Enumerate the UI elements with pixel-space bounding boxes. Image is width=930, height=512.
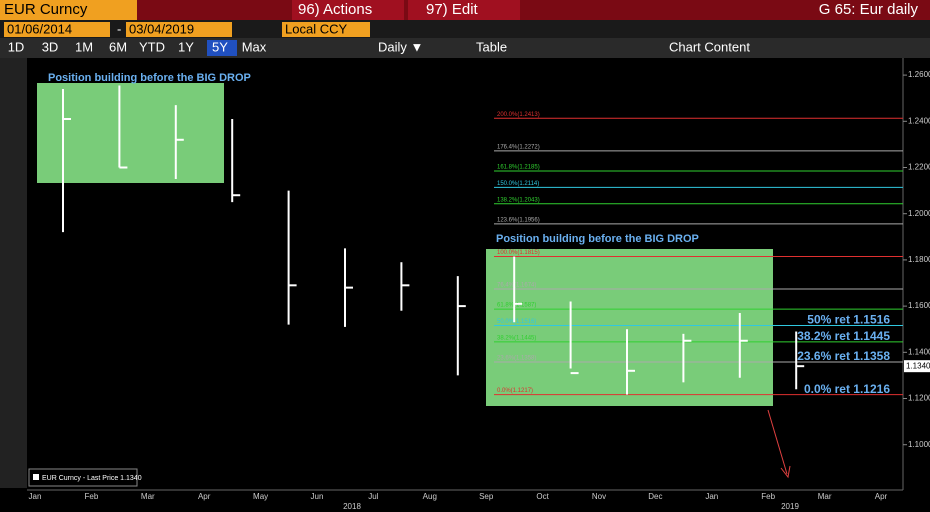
ticker-box[interactable]	[0, 0, 137, 20]
legend-swatch	[33, 474, 39, 480]
last-price-box	[904, 360, 930, 373]
y-tick-label: 1.2400	[908, 116, 930, 125]
table[interactable]: Table	[476, 39, 507, 54]
x-tick-label: Sep	[479, 492, 494, 501]
annotation: Position building before the BIG DROP	[496, 233, 699, 245]
start-field[interactable]	[4, 22, 110, 37]
y-tick-label: 1.2200	[908, 163, 930, 172]
arrow	[767, 409, 788, 475]
year-label: 2018	[343, 502, 361, 511]
annotation: Position building before the BIG DROP	[48, 72, 251, 84]
fib-label: 61.8%(1.1587)	[497, 303, 536, 309]
range-btn-active	[207, 40, 237, 56]
x-tick-label: Apr	[875, 492, 888, 501]
retracement-label: 23.6% ret 1.1358	[797, 349, 890, 363]
highlight-box	[486, 249, 773, 406]
y-tick-label: 1.2000	[908, 209, 930, 218]
fib-label: 200.0%(1.2413)	[497, 112, 540, 118]
y-tick-label: 1.1600	[908, 301, 930, 310]
fib-label: 123.6%(1.1956)	[497, 217, 540, 223]
actions-btn[interactable]	[292, 0, 404, 20]
range-btn[interactable]: Max	[242, 39, 267, 54]
range-btn[interactable]: 6M	[109, 39, 127, 54]
date-row	[0, 20, 930, 38]
fib-label: 76.4%(1.1674)	[497, 283, 536, 289]
frequency[interactable]: Daily ▼	[378, 39, 423, 54]
x-tick-label: Jul	[368, 492, 378, 501]
edit: 97) Edit	[426, 1, 479, 18]
x-tick-label: Oct	[536, 492, 549, 501]
x-tick-label: Feb	[85, 492, 99, 501]
x-tick-label: Jun	[311, 492, 324, 501]
retracement-label: 0.0% ret 1.1216	[804, 382, 890, 396]
legend-box	[28, 468, 138, 487]
range-btn[interactable]: 1Y	[178, 39, 194, 54]
fib-label: 23.6%(1.1358)	[497, 356, 536, 362]
fib-label: 50.0%(1.1516)	[497, 319, 536, 325]
retracement-label: 38.2% ret 1.1445	[797, 329, 890, 343]
fib-label: 0.0%(1.1217)	[497, 388, 533, 394]
x-tick-label: Dec	[648, 492, 662, 501]
start-date: 01/06/2014	[7, 21, 72, 36]
x-tick-label: Mar	[141, 492, 155, 501]
fib-label: 161.8%(1.2185)	[497, 165, 540, 171]
fib-label: 100.0%(1.1815)	[497, 250, 540, 256]
ccy-field[interactable]	[282, 22, 370, 37]
chart-name: G 65: Eur daily	[819, 1, 919, 18]
y-tick-label: 1.1800	[908, 255, 930, 264]
x-tick-label: Nov	[592, 492, 606, 501]
fib-label: 150.0%(1.2114)	[497, 181, 539, 187]
x-tick-label: May	[253, 492, 268, 501]
ticker: EUR Curncy	[4, 1, 88, 18]
last-price: 1.1340	[906, 361, 930, 370]
retracement-label: 50% ret 1.1516	[807, 313, 890, 327]
fib-label: 38.2%(1.1445)	[497, 335, 536, 341]
y-tick-label: 1.1000	[908, 440, 930, 449]
tool-column	[0, 58, 27, 488]
range-btn[interactable]: YTD	[139, 39, 165, 54]
fib-label: 176.4%(1.2272)	[497, 144, 540, 150]
y-tick-label: 1.1200	[908, 394, 930, 403]
x-tick-label: Aug	[423, 492, 437, 501]
range-btn[interactable]: 1M	[75, 39, 93, 54]
legend-entry: EUR Curncy - Last Price 1.1340	[42, 475, 142, 482]
actions: 96) Actions	[298, 1, 372, 18]
dash: -	[117, 21, 121, 36]
end-field[interactable]	[126, 22, 232, 37]
x-tick-label: Jan	[29, 492, 42, 501]
arrow-head	[780, 465, 791, 479]
range-btn[interactable]: 1D	[8, 39, 25, 54]
x-tick-label: Jan	[705, 492, 718, 501]
chart-content[interactable]: Chart Content	[669, 39, 750, 54]
range-btn[interactable]: 3D	[42, 39, 59, 54]
highlight-box	[37, 83, 224, 183]
currency: Local CCY	[285, 21, 347, 36]
x-tick-label: Feb	[761, 492, 775, 501]
x-tick-label: Apr	[198, 492, 211, 501]
x-tick-label: Mar	[818, 492, 832, 501]
edit-btn[interactable]	[408, 0, 520, 20]
end-date: 03/04/2019	[129, 21, 194, 36]
y-tick-label: 1.1400	[908, 347, 930, 356]
fib-label: 138.2%(1.2043)	[497, 197, 540, 203]
range-btn[interactable]: 5Y	[212, 39, 228, 54]
y-tick-label: 1.2600	[908, 70, 930, 79]
year-label: 2019	[781, 502, 799, 511]
